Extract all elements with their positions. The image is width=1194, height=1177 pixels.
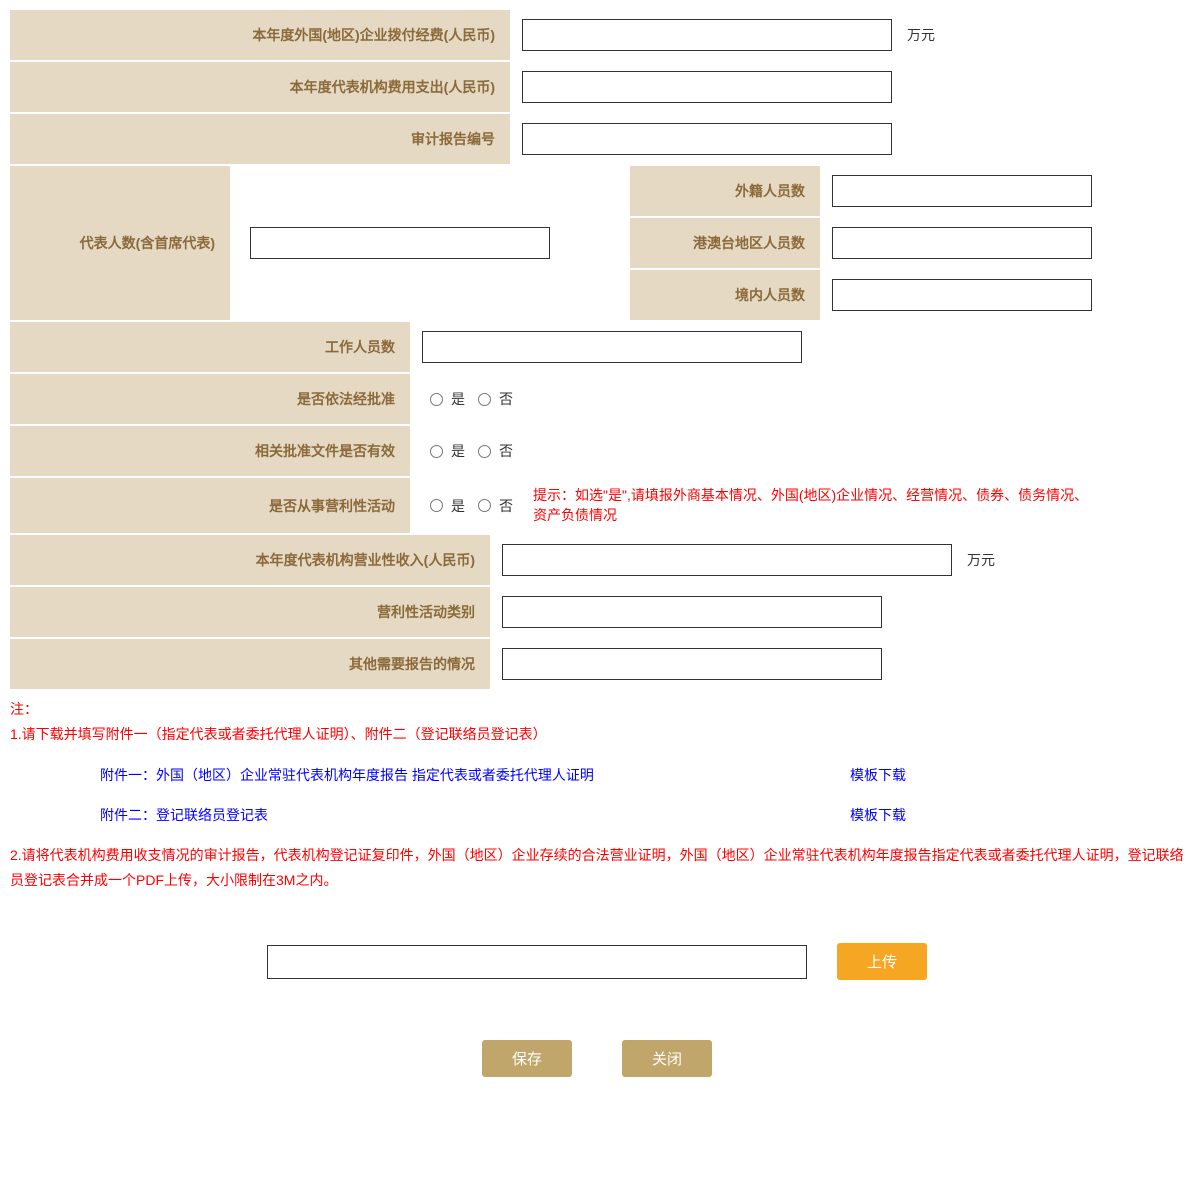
input-other-report[interactable] bbox=[502, 648, 882, 680]
row-business-income: 本年度代表机构营业性收入(人民币) 万元 bbox=[10, 535, 1184, 585]
form-container: 本年度外国(地区)企业拨付经费(人民币) 万元 本年度代表机构费用支出(人民币)… bbox=[10, 10, 1184, 1077]
label-activity-category: 营利性活动类别 bbox=[10, 587, 490, 637]
input-hkmotw-staff[interactable] bbox=[832, 227, 1092, 259]
radio-legally-approved-no[interactable] bbox=[478, 393, 491, 406]
row-legally-approved: 是否依法经批准 是 否 bbox=[10, 374, 1184, 424]
button-section: 保存 关闭 bbox=[10, 1040, 1184, 1077]
label-office-expense: 本年度代表机构费用支出(人民币) bbox=[10, 62, 510, 112]
label-foreign-staff: 外籍人员数 bbox=[630, 166, 820, 216]
label-legally-approved: 是否依法经批准 bbox=[10, 374, 410, 424]
label-representative-count: 代表人数(含首席代表) bbox=[10, 166, 230, 320]
label-audit-report-no: 审计报告编号 bbox=[10, 114, 510, 164]
radio-label-approval-valid-no: 否 bbox=[499, 441, 513, 461]
radio-label-legally-approved-yes: 是 bbox=[451, 389, 465, 409]
attachment2-label: 附件二：登记联络员登记表 bbox=[100, 803, 850, 828]
row-office-expense: 本年度代表机构费用支出(人民币) bbox=[10, 62, 1184, 112]
input-business-income[interactable] bbox=[502, 544, 952, 576]
attachment1-download-link[interactable]: 模板下载 bbox=[850, 763, 906, 788]
row-audit-report-no: 审计报告编号 bbox=[10, 114, 1184, 164]
radio-label-profit-activity-yes: 是 bbox=[451, 496, 465, 516]
radio-legally-approved-yes[interactable] bbox=[430, 393, 443, 406]
row-approval-valid: 相关批准文件是否有效 是 否 bbox=[10, 426, 1184, 476]
upload-button[interactable]: 上传 bbox=[837, 943, 927, 980]
row-foreign-staff: 外籍人员数 bbox=[630, 166, 1184, 216]
nested-table: 代表人数(含首席代表) 外籍人员数 港澳台地区人员数 bbox=[10, 166, 1184, 320]
input-staff-count[interactable] bbox=[422, 331, 802, 363]
label-staff-count: 工作人员数 bbox=[10, 322, 410, 372]
radio-group-legally-approved: 是 否 bbox=[422, 389, 513, 409]
row-other-report: 其他需要报告的情况 bbox=[10, 639, 1184, 689]
row-staff-count: 工作人员数 bbox=[10, 322, 1184, 372]
value-cell-office-expense bbox=[510, 62, 1184, 112]
unit-business-income: 万元 bbox=[967, 550, 995, 570]
radio-profit-activity-no[interactable] bbox=[478, 499, 491, 512]
input-activity-category[interactable] bbox=[502, 596, 882, 628]
row-hkmotw-staff: 港澳台地区人员数 bbox=[630, 218, 1184, 268]
notes-line2: 2.请将代表机构费用收支情况的审计报告，代表机构登记证复印件，外国（地区）企业存… bbox=[10, 843, 1184, 893]
label-profit-activity: 是否从事营利性活动 bbox=[10, 478, 410, 533]
attachment2-download-link[interactable]: 模板下载 bbox=[850, 803, 906, 828]
upload-section: 上传 bbox=[10, 943, 1184, 980]
radio-profit-activity-yes[interactable] bbox=[430, 499, 443, 512]
radio-approval-valid-no[interactable] bbox=[478, 445, 491, 458]
radio-label-approval-valid-yes: 是 bbox=[451, 441, 465, 461]
label-business-income: 本年度代表机构营业性收入(人民币) bbox=[10, 535, 490, 585]
notes-header: 注： bbox=[10, 697, 1184, 722]
value-cell-profit-activity: 是 否 提示：如选"是",请填报外商基本情况、外国(地区)企业情况、经营情况、债… bbox=[410, 478, 1184, 533]
label-other-report: 其他需要报告的情况 bbox=[10, 639, 490, 689]
attachment2-row: 附件二：登记联络员登记表 模板下载 bbox=[10, 803, 1184, 828]
value-cell-audit-report-no bbox=[510, 114, 1184, 164]
attachment1-row: 附件一：外国（地区）企业常驻代表机构年度报告 指定代表或者委托代理人证明 模板下… bbox=[10, 763, 1184, 788]
input-audit-report-no[interactable] bbox=[522, 123, 892, 155]
hint-profit-activity: 提示：如选"是",请填报外商基本情况、外国(地区)企业情况、经营情况、债券、债务… bbox=[533, 486, 1093, 525]
notes-line1: 1.请下载并填写附件一（指定代表或者委托代理人证明）、附件二（登记联络员登记表） bbox=[10, 722, 1184, 747]
input-domestic-staff[interactable] bbox=[832, 279, 1092, 311]
label-approval-valid: 相关批准文件是否有效 bbox=[10, 426, 410, 476]
radio-group-profit-activity: 是 否 bbox=[422, 496, 513, 516]
close-button[interactable]: 关闭 bbox=[622, 1040, 712, 1077]
value-cell-activity-category bbox=[490, 587, 1184, 637]
nested-right: 外籍人员数 港澳台地区人员数 境内人员数 bbox=[630, 166, 1184, 320]
unit-foreign-funding: 万元 bbox=[907, 25, 935, 45]
value-cell-business-income: 万元 bbox=[490, 535, 1184, 585]
label-foreign-funding: 本年度外国(地区)企业拨付经费(人民币) bbox=[10, 10, 510, 60]
input-office-expense[interactable] bbox=[522, 71, 892, 103]
input-foreign-staff[interactable] bbox=[832, 175, 1092, 207]
attachment1-label: 附件一：外国（地区）企业常驻代表机构年度报告 指定代表或者委托代理人证明 bbox=[100, 763, 850, 788]
value-cell-foreign-staff bbox=[820, 166, 1184, 216]
row-representative-nested: 代表人数(含首席代表) 外籍人员数 港澳台地区人员数 bbox=[10, 166, 1184, 320]
value-cell-staff-count bbox=[410, 322, 1184, 372]
upload-path-input[interactable] bbox=[267, 945, 807, 979]
label-domestic-staff: 境内人员数 bbox=[630, 270, 820, 320]
value-cell-other-report bbox=[490, 639, 1184, 689]
radio-label-legally-approved-no: 否 bbox=[499, 389, 513, 409]
value-cell-foreign-funding: 万元 bbox=[510, 10, 1184, 60]
radio-group-approval-valid: 是 否 bbox=[422, 441, 513, 461]
label-hkmotw-staff: 港澳台地区人员数 bbox=[630, 218, 820, 268]
notes-section: 注： 1.请下载并填写附件一（指定代表或者委托代理人证明）、附件二（登记联络员登… bbox=[10, 697, 1184, 893]
value-cell-legally-approved: 是 否 bbox=[410, 374, 1184, 424]
value-cell-domestic-staff bbox=[820, 270, 1184, 320]
value-cell-representative-count bbox=[230, 166, 630, 320]
row-domestic-staff: 境内人员数 bbox=[630, 270, 1184, 320]
row-activity-category: 营利性活动类别 bbox=[10, 587, 1184, 637]
row-profit-activity: 是否从事营利性活动 是 否 提示：如选"是",请填报外商基本情况、外国(地区)企… bbox=[10, 478, 1184, 533]
input-representative-count[interactable] bbox=[250, 227, 550, 259]
value-cell-hkmotw-staff bbox=[820, 218, 1184, 268]
radio-approval-valid-yes[interactable] bbox=[430, 445, 443, 458]
save-button[interactable]: 保存 bbox=[482, 1040, 572, 1077]
row-foreign-funding: 本年度外国(地区)企业拨付经费(人民币) 万元 bbox=[10, 10, 1184, 60]
value-cell-approval-valid: 是 否 bbox=[410, 426, 1184, 476]
radio-label-profit-activity-no: 否 bbox=[499, 496, 513, 516]
input-foreign-funding[interactable] bbox=[522, 19, 892, 51]
